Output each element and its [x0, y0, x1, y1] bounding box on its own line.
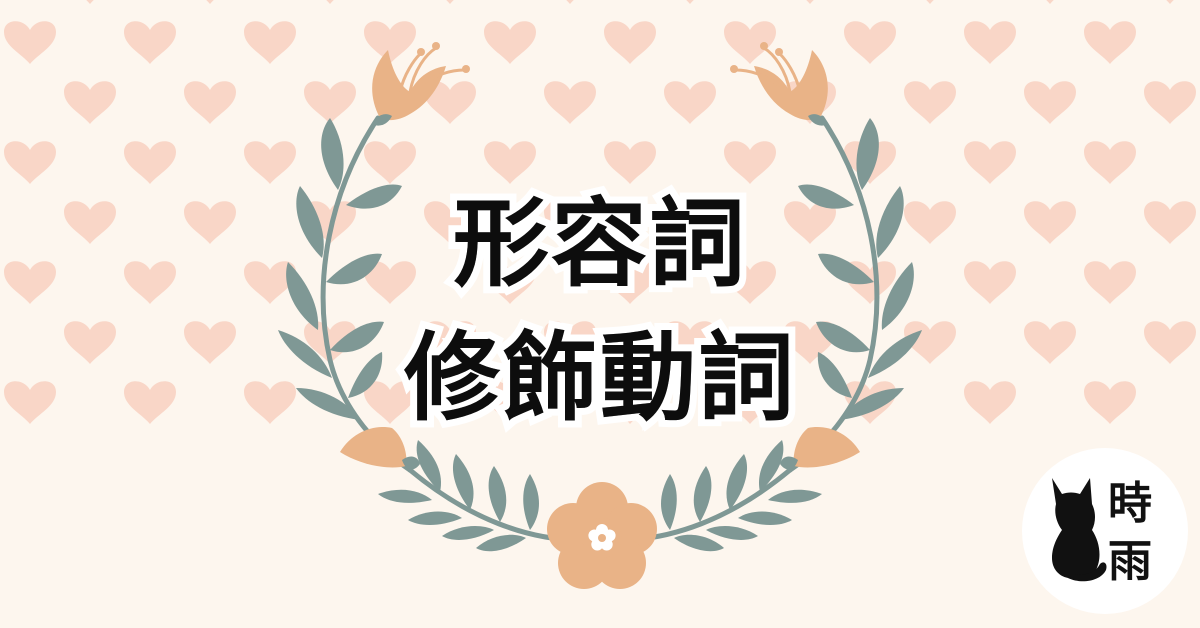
black-cat-icon: [1052, 478, 1107, 582]
tulip-top-right: [730, 42, 828, 126]
title-line-1: 形容詞 形容詞: [300, 188, 900, 300]
bottom-flower: [547, 482, 657, 589]
badge-char-2: 雨: [1108, 536, 1152, 587]
title-line-1-text: 形容詞 形容詞: [446, 188, 752, 300]
title-line-2-text: 修飾動詞 修飾動詞: [397, 322, 801, 434]
badge-char-1: 時: [1108, 478, 1152, 529]
brand-badge: 時 雨: [1022, 448, 1188, 614]
tulip-top-left: [372, 42, 470, 126]
title-line-2: 修飾動詞 修飾動詞: [300, 322, 900, 434]
